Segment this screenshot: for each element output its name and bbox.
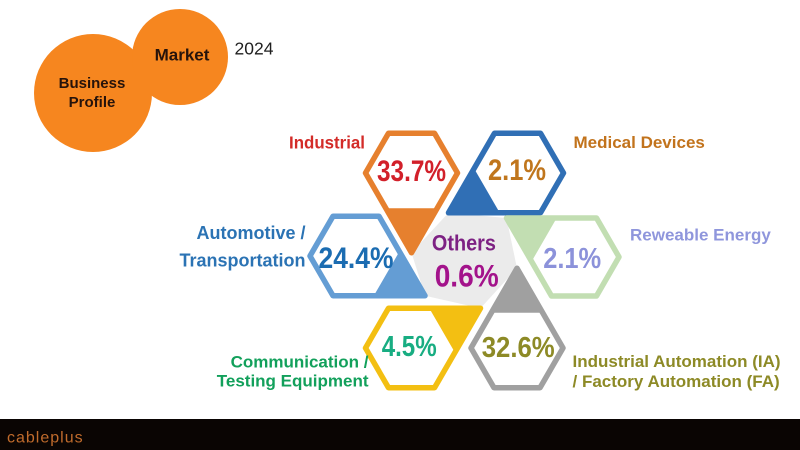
svg-text:Testing Equipment: Testing Equipment: [217, 372, 369, 391]
svg-text:Reweable Energy: Reweable Energy: [630, 226, 771, 245]
svg-text:32.6%: 32.6%: [482, 332, 555, 364]
svg-text:2.1%: 2.1%: [543, 243, 601, 275]
svg-text:2.1%: 2.1%: [488, 154, 546, 187]
svg-text:Others: Others: [432, 231, 496, 256]
svg-text:24.4%: 24.4%: [319, 242, 394, 275]
svg-text:Market: Market: [155, 46, 210, 65]
svg-text:Industrial: Industrial: [289, 132, 365, 152]
svg-text:Business: Business: [59, 75, 126, 92]
svg-text:2024: 2024: [235, 39, 274, 59]
svg-text:Profile: Profile: [69, 94, 116, 111]
svg-text:Industrial Automation (IA): Industrial Automation (IA): [573, 352, 781, 371]
svg-text:Automotive /: Automotive /: [196, 223, 305, 243]
svg-text:/ Factory Automation (FA): / Factory Automation (FA): [573, 372, 780, 391]
svg-text:4.5%: 4.5%: [382, 331, 437, 363]
svg-text:cableplus: cableplus: [7, 430, 84, 447]
svg-text:0.6%: 0.6%: [435, 257, 499, 293]
svg-text:Transportation: Transportation: [179, 250, 305, 270]
svg-text:Medical Devices: Medical Devices: [574, 133, 705, 152]
svg-text:Communication /: Communication /: [231, 353, 369, 372]
svg-text:33.7%: 33.7%: [377, 155, 446, 188]
